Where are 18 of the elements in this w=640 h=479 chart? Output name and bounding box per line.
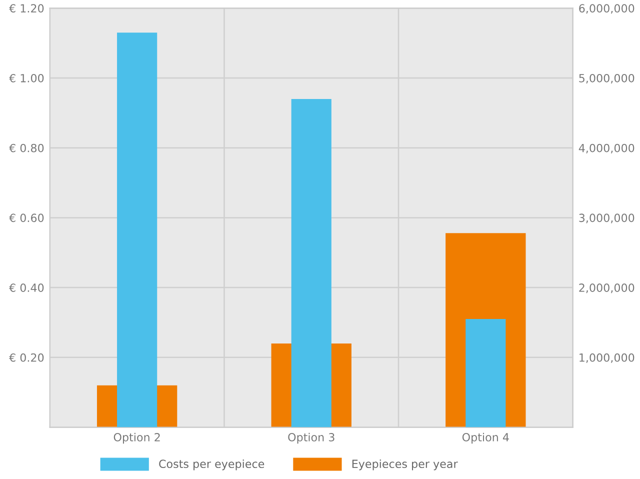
y2-tick-label: 1,000,000 — [580, 353, 634, 363]
y-tick-label: € 0.40 — [9, 284, 44, 292]
y-tick-label: € 0.20 — [9, 353, 44, 362]
x-tick-label: Option 2 — [114, 432, 160, 444]
x-tick-label: Option 4 — [462, 432, 509, 444]
x-tick-label: Option 3 — [288, 432, 334, 444]
y-tick-label: € 0.60 — [9, 214, 44, 222]
y-tick-label: € 1.00 — [9, 74, 44, 82]
y2-tick-label: 4,000,000 — [578, 144, 634, 154]
bar — [466, 318, 506, 428]
y-tick-label: € 0.80 — [9, 144, 44, 152]
y2-tick-label: 2,000,000 — [579, 284, 634, 294]
y2-tick-label: 5,000,000 — [579, 74, 634, 84]
legend-label: Costs per eyepiece — [159, 459, 264, 470]
y2-tick-label: 6,000,000 — [579, 4, 634, 14]
y2-tick-label: 3,000,000 — [579, 214, 634, 224]
legend-label: Eyepieces per year — [352, 459, 458, 470]
y-tick-label: € 1.20 — [9, 4, 44, 13]
